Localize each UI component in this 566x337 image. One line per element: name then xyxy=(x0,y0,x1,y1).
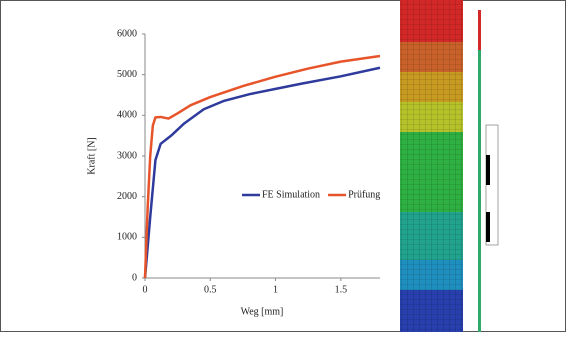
y-axis-label: Kraft [N] xyxy=(86,137,97,174)
screenshot: Weg [mm] Kraft [N] 0 1000 2000 3000 4000 5000… xyxy=(0,0,566,332)
y-tick-label: 5000 xyxy=(117,69,137,80)
y-tick-label: 1000 xyxy=(117,232,137,243)
y-tick-label: 3000 xyxy=(117,150,137,161)
y-tick-label: 2000 xyxy=(117,191,137,202)
x-axis-label: Weg [mm] xyxy=(241,306,284,317)
x-tick-label: 1.5 xyxy=(335,284,348,295)
y-tick-label: 0 xyxy=(132,272,137,283)
x-tick-label: 0 xyxy=(143,284,148,295)
legend-label: FE Simulation xyxy=(262,189,320,200)
y-tick-label: 4000 xyxy=(117,110,137,121)
legend-label: Prüfung xyxy=(348,189,380,200)
x-tick-label: 0.5 xyxy=(204,284,217,295)
y-tick-label: 6000 xyxy=(117,28,137,39)
x-tick-label: 1 xyxy=(273,284,278,295)
